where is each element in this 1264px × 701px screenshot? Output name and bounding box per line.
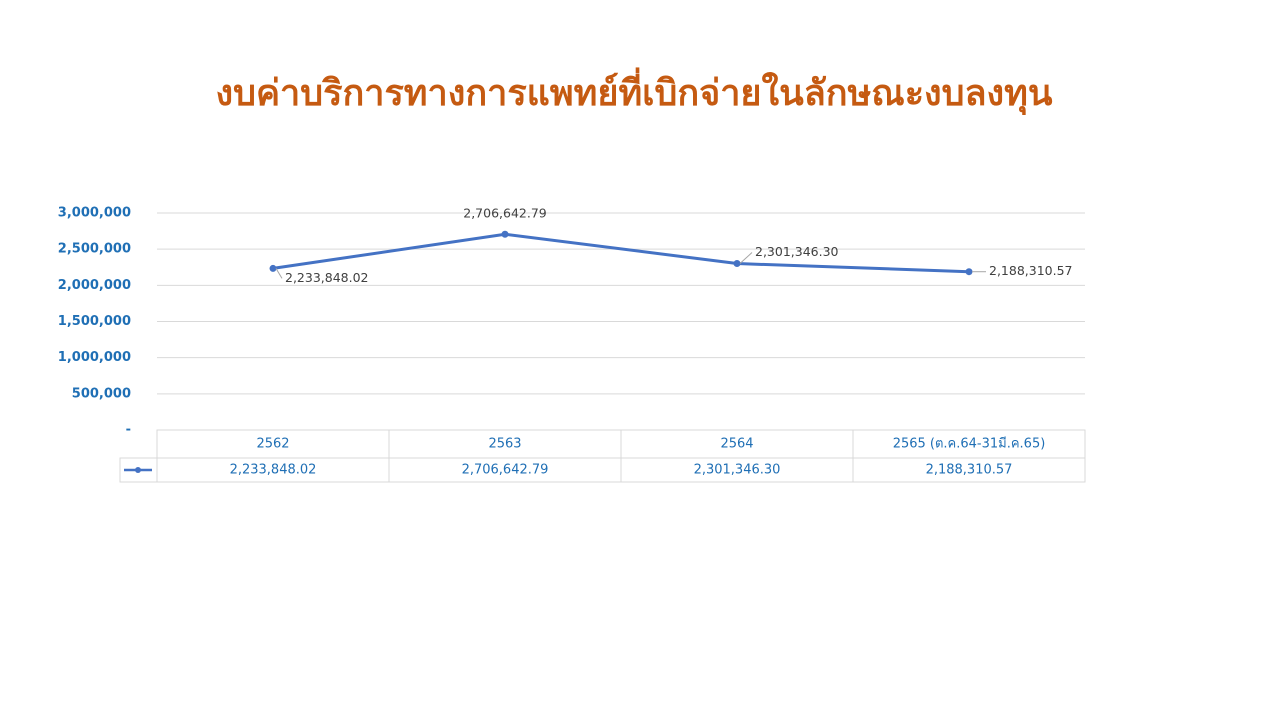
leader-line [275, 268, 283, 279]
legend-key-marker [135, 467, 141, 473]
x-tick-label: 2565 (ต.ค.64-31มี.ค.65) [893, 436, 1046, 452]
y-tick-label: 2,000,000 [58, 278, 131, 293]
y-tick-label: 3,000,000 [58, 206, 131, 221]
y-tick-label: 1,500,000 [58, 314, 131, 329]
x-tick-label: 2562 [256, 437, 289, 452]
leader-line [739, 252, 753, 264]
data-label: 2,188,310.57 [989, 263, 1073, 278]
data-point [501, 230, 509, 238]
y-tick-label: 1,000,000 [58, 350, 131, 365]
chart-title: งบค่าบริการทางการแพทย์ที่เบิกจ่ายในลักษณ… [216, 67, 1053, 116]
series-line [272, 232, 970, 274]
table-value: 2,233,848.02 [230, 463, 317, 478]
y-tick-label: 2,500,000 [58, 242, 131, 257]
data-point [965, 268, 973, 276]
table-value: 2,706,642.79 [462, 463, 549, 478]
data-label: 2,706,642.79 [463, 206, 547, 221]
data-point [733, 260, 741, 268]
table-value: 2,301,346.30 [694, 463, 781, 478]
table-value: 2,188,310.57 [926, 463, 1013, 478]
table-row-border [119, 457, 1086, 483]
data-label: 2,233,848.02 [285, 270, 369, 285]
x-tick-label: 2563 [488, 437, 521, 452]
data-point [269, 264, 277, 272]
x-tick-label: 2564 [720, 437, 753, 452]
data-label: 2,301,346.30 [755, 244, 839, 259]
y-tick-label: - [126, 423, 131, 438]
y-tick-label: 500,000 [72, 386, 131, 401]
